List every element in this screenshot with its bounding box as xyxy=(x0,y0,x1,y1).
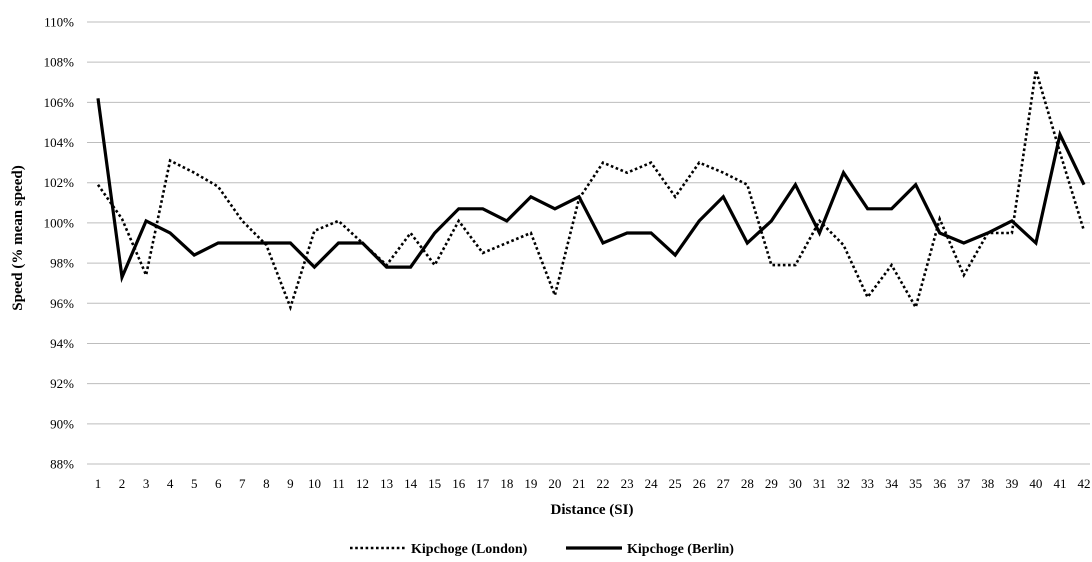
x-tick-label: 38 xyxy=(981,476,994,491)
x-tick-label: 12 xyxy=(356,476,369,491)
x-tick-label: 14 xyxy=(404,476,418,491)
x-tick-label: 21 xyxy=(572,476,585,491)
x-tick-label: 29 xyxy=(765,476,778,491)
x-tick-label: 25 xyxy=(669,476,682,491)
y-tick-label: 100% xyxy=(44,215,75,230)
y-tick-label: 90% xyxy=(50,416,74,431)
legend-label: Kipchoge (Berlin) xyxy=(627,542,734,557)
x-tick-label: 39 xyxy=(1005,476,1018,491)
x-tick-label: 23 xyxy=(621,476,634,491)
x-tick-label: 26 xyxy=(693,476,707,491)
y-tick-label: 98% xyxy=(50,256,74,271)
y-tick-label: 94% xyxy=(50,336,74,351)
x-tick-label: 8 xyxy=(263,476,270,491)
x-tick-label: 35 xyxy=(909,476,922,491)
x-tick-label: 37 xyxy=(957,476,971,491)
x-tick-label: 2 xyxy=(119,476,126,491)
legend-label: Kipchoge (London) xyxy=(411,542,528,557)
series-line-berlin xyxy=(96,98,1086,284)
legend: Kipchoge (London) Kipchoge (Berlin) xyxy=(350,542,734,557)
x-tick-label: 28 xyxy=(741,476,754,491)
y-tick-label: 92% xyxy=(50,376,74,391)
x-tick-label: 16 xyxy=(452,476,466,491)
y-tick-label: 108% xyxy=(44,55,75,70)
y-tick-label: 88% xyxy=(50,457,74,472)
y-tick-label: 104% xyxy=(44,135,75,150)
x-tick-label: 10 xyxy=(308,476,321,491)
y-axis-ticks: 88% 90% 92% 94% 96% 98% 100% 102% 104% 106% 108% 11… xyxy=(44,15,75,472)
y-tick-label: 102% xyxy=(44,175,75,190)
x-tick-label: 24 xyxy=(645,476,659,491)
x-tick-label: 5 xyxy=(191,476,198,491)
x-tick-label: 20 xyxy=(548,476,561,491)
x-axis-ticks: 1 2 3 4 5 6 7 8 9 10 11 12 13 14 15 16 17 18 19 20 21 22 23 24 2… xyxy=(95,476,1091,491)
x-tick-label: 40 xyxy=(1029,476,1042,491)
x-tick-label: 6 xyxy=(215,476,222,491)
x-tick-label: 33 xyxy=(861,476,874,491)
x-tick-label: 34 xyxy=(885,476,899,491)
gridlines xyxy=(87,21,1090,465)
x-tick-label: 30 xyxy=(789,476,802,491)
y-tick-label: 110% xyxy=(44,15,74,30)
x-tick-label: 22 xyxy=(597,476,610,491)
y-tick-label: 96% xyxy=(50,296,74,311)
series-lines xyxy=(96,69,1086,312)
x-tick-label: 9 xyxy=(287,476,294,491)
x-tick-label: 31 xyxy=(813,476,826,491)
x-tick-label: 27 xyxy=(717,476,731,491)
x-tick-label: 17 xyxy=(476,476,490,491)
x-tick-label: 19 xyxy=(524,476,537,491)
x-tick-label: 1 xyxy=(95,476,102,491)
y-axis-title: Speed (% mean speed) xyxy=(10,165,26,310)
x-tick-label: 32 xyxy=(837,476,850,491)
x-tick-label: 11 xyxy=(332,476,345,491)
x-tick-label: 42 xyxy=(1078,476,1091,491)
x-tick-label: 13 xyxy=(380,476,393,491)
x-tick-label: 36 xyxy=(933,476,947,491)
x-tick-label: 18 xyxy=(500,476,513,491)
x-tick-label: 15 xyxy=(428,476,441,491)
x-tick-label: 3 xyxy=(143,476,150,491)
x-axis-title: Distance (SI) xyxy=(551,502,634,518)
x-tick-label: 7 xyxy=(239,476,246,491)
x-tick-label: 41 xyxy=(1053,476,1066,491)
y-tick-label: 106% xyxy=(44,95,75,110)
x-tick-label: 4 xyxy=(167,476,174,491)
series-line-london xyxy=(96,69,1086,312)
